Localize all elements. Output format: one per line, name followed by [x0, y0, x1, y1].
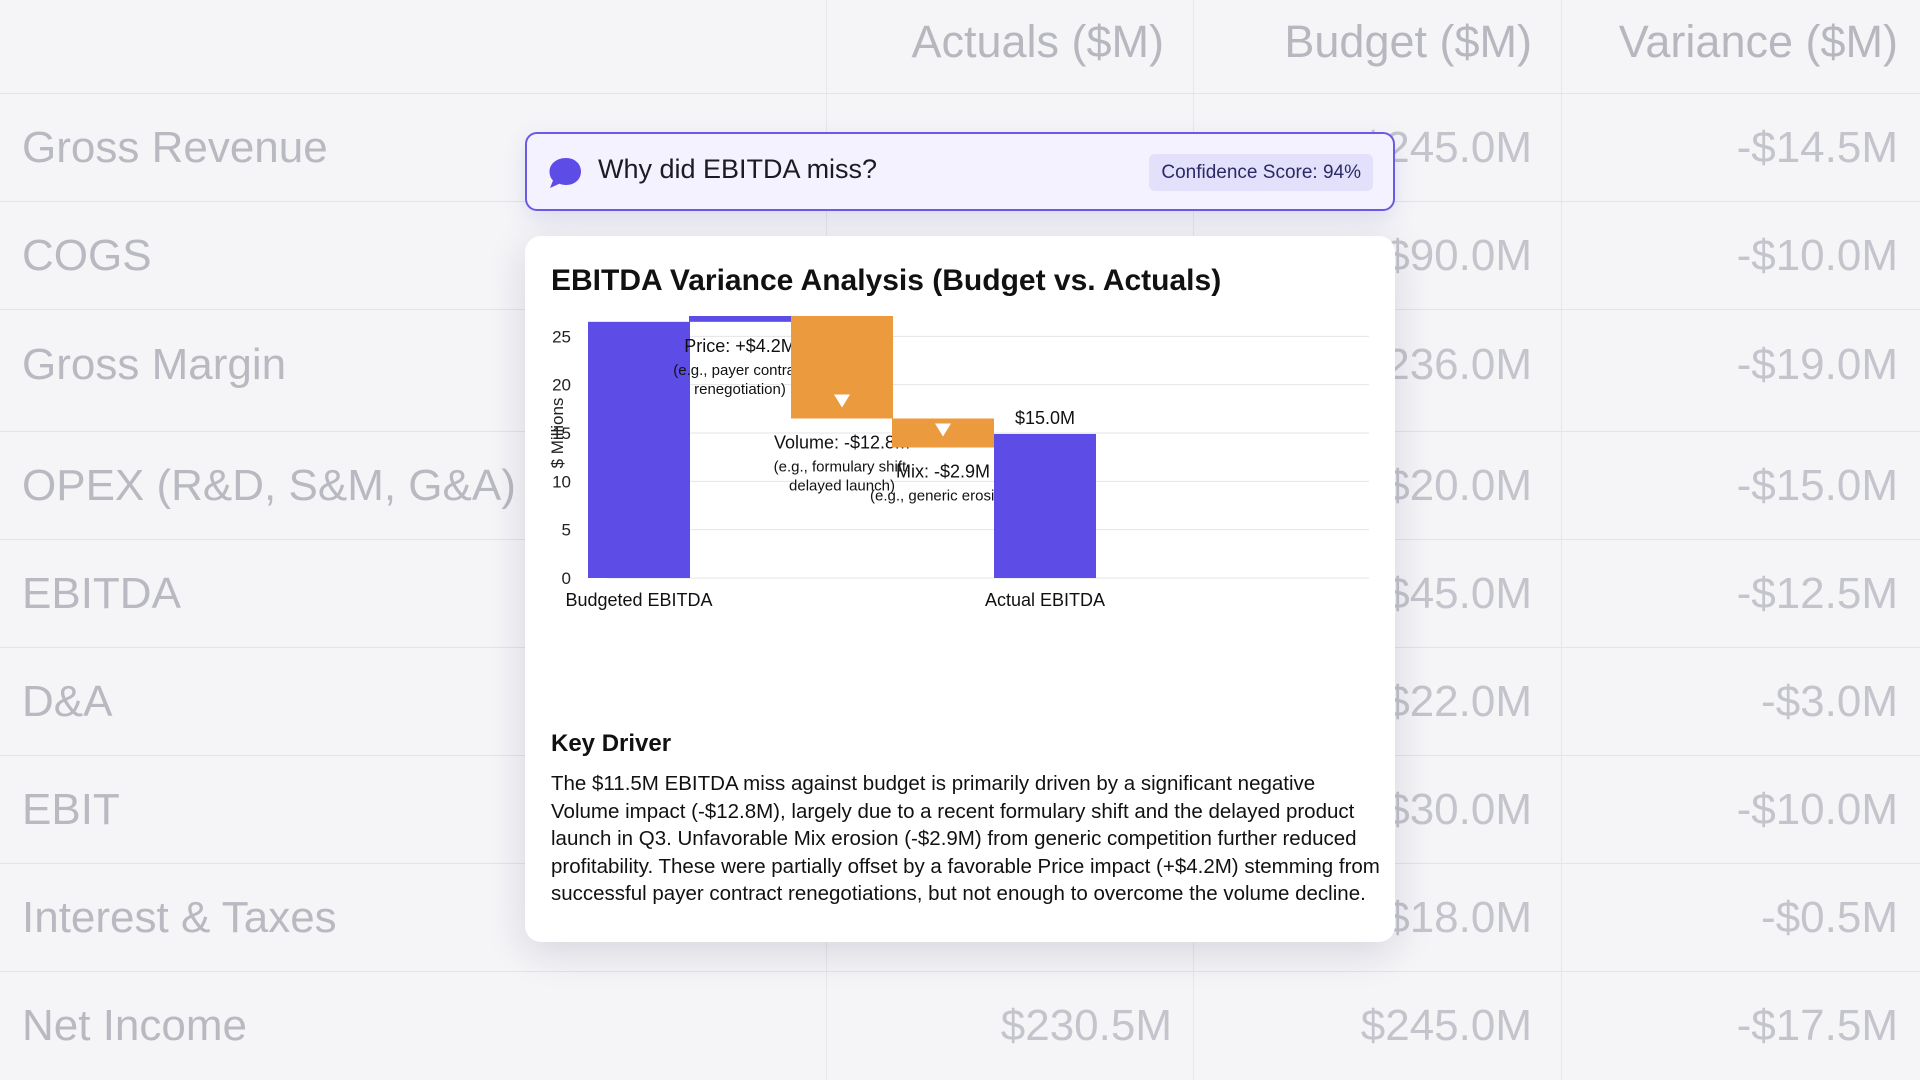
column-divider	[1561, 0, 1562, 1080]
table-row[interactable]: Gross Revenue $245.0M -$14.5M	[0, 94, 1920, 202]
data-label-actual: $15.0M	[1015, 408, 1075, 428]
table-header: Actuals ($M) Budget ($M) Variance ($M)	[0, 0, 1920, 94]
column-header-actuals[interactable]: Actuals ($M)	[911, 16, 1164, 67]
annotation-mix: (e.g., generic erosion)	[870, 488, 1016, 505]
row-budget: $45.0M	[1385, 569, 1532, 618]
confidence-score-badge: Confidence Score: 94%	[1149, 154, 1373, 191]
card-title: EBITDA Variance Analysis (Budget vs. Act…	[551, 264, 1222, 297]
bar-budget	[588, 321, 690, 578]
row-metric: OPEX (R&D, S&M, G&A)	[22, 461, 516, 510]
row-variance: -$19.0M	[1736, 340, 1898, 389]
row-budget: $20.0M	[1385, 461, 1532, 510]
row-budget: $245.0M	[1360, 1001, 1532, 1050]
key-driver-text: The $11.5M EBITDA miss against budget is…	[551, 772, 1380, 905]
ai-query-bar[interactable]: Why did EBITDA miss? Confidence Score: 9…	[525, 132, 1395, 211]
row-variance: -$10.0M	[1736, 785, 1898, 834]
row-metric: D&A	[22, 677, 113, 726]
row-variance: -$3.0M	[1761, 677, 1898, 726]
annotation-volume: (e.g., formulary shift,	[774, 459, 911, 476]
table-row[interactable]: COGS $90.0M -$10.0M	[0, 202, 1920, 310]
y-tick-label: 25	[552, 327, 571, 346]
row-budget: $22.0M	[1385, 677, 1532, 726]
row-variance: -$14.5M	[1736, 123, 1898, 172]
bar-price	[689, 316, 791, 322]
variance-analysis-card: EBITDA Variance Analysis (Budget vs. Act…	[525, 236, 1395, 942]
row-budget: $18.0M	[1385, 893, 1532, 942]
row-metric: Net Income	[22, 1001, 247, 1050]
bar-actual	[994, 433, 1096, 578]
row-metric: COGS	[22, 231, 152, 280]
row-metric: Gross Revenue	[22, 123, 328, 172]
y-tick-label: 5	[562, 521, 571, 540]
row-budget: $90.0M	[1385, 231, 1532, 280]
category-label-actual: Actual EBITDA	[985, 590, 1105, 610]
row-variance: -$10.0M	[1736, 231, 1898, 280]
row-metric: Gross Margin	[22, 340, 287, 389]
column-header-budget[interactable]: Budget ($M)	[1284, 16, 1532, 67]
row-metric: Interest & Taxes	[22, 893, 337, 942]
annotation-price: (e.g., payer contract	[673, 362, 807, 379]
down-arrow-icon	[935, 423, 951, 437]
category-label-budget: Budgeted EBITDA	[565, 590, 712, 610]
annotation-volume: Volume: -$12.8M	[774, 433, 910, 453]
table-row[interactable]: OPEX (R&D, S&M, G&A) $20.0M -$15.0M	[0, 432, 1920, 540]
row-variance: -$12.5M	[1736, 569, 1898, 618]
row-metric: EBITDA	[22, 569, 181, 618]
y-tick-label: 10	[552, 472, 571, 491]
column-header-variance[interactable]: Variance ($M)	[1618, 16, 1898, 67]
query-text: Why did EBITDA miss?	[598, 154, 878, 184]
waterfall-chart: 051015202530$ Millions$26.5MBudgeted EBI…	[548, 316, 1369, 610]
y-tick-label: 0	[562, 569, 571, 588]
annotation-price: renegotiation)	[694, 381, 786, 398]
annotation-mix: Mix: -$2.9M	[896, 462, 990, 482]
annotation-volume: delayed launch)	[789, 478, 895, 495]
y-axis-label: $ Millions	[548, 398, 567, 469]
row-metric: EBIT	[22, 785, 120, 834]
table-row[interactable]: Net Income $230.5M $245.0M -$17.5M	[0, 972, 1920, 1080]
key-driver-heading: Key Driver	[551, 730, 672, 757]
row-variance: -$15.0M	[1736, 461, 1898, 510]
y-tick-label: 15	[552, 424, 571, 443]
down-arrow-icon	[834, 394, 850, 408]
row-variance: -$17.5M	[1736, 1001, 1898, 1050]
y-tick-label: 20	[552, 376, 571, 395]
row-budget: $30.0M	[1385, 785, 1532, 834]
chat-bubble-icon	[549, 158, 581, 188]
table-row[interactable]: Interest & Taxes $18.0M -$0.5M	[0, 864, 1920, 972]
row-variance: -$0.5M	[1761, 893, 1898, 942]
annotation-price: Price: +$4.2M	[684, 336, 796, 356]
row-actuals: $230.5M	[1000, 1001, 1172, 1050]
